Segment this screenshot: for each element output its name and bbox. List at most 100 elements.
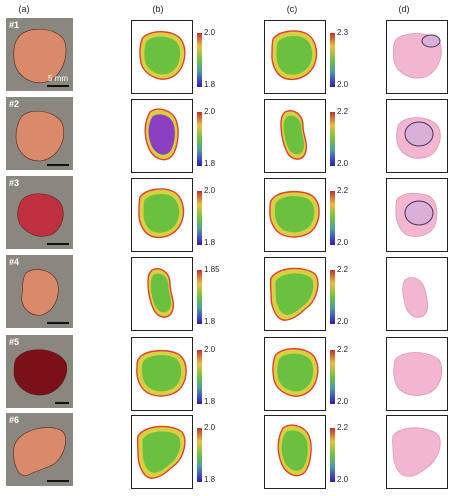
scale-bar — [47, 243, 69, 245]
sample-number: #3 — [9, 178, 20, 188]
map-c-panel — [264, 20, 326, 94]
colorbar-c-max-label: 2.2 — [337, 345, 349, 354]
map-c-panel — [264, 99, 326, 173]
tumor-outline — [421, 34, 441, 48]
colorbar-b-min-label: 1.8 — [204, 317, 216, 326]
he-stain-image — [392, 427, 441, 477]
map-core-region — [283, 115, 305, 155]
colorbar-c-max-label: 2.2 — [337, 265, 349, 274]
sample-number: #5 — [9, 337, 20, 347]
map-c-image — [272, 348, 319, 397]
colorbar-b — [197, 350, 202, 404]
tissue-specimen — [13, 349, 68, 396]
map-b-panel — [131, 337, 193, 411]
tissue-specimen — [21, 269, 59, 316]
tissue-photo: #2 — [6, 97, 73, 170]
column-label-a: (a) — [18, 4, 30, 14]
colorbar-b-max-label: 2.0 — [204, 107, 216, 116]
sample-number: #2 — [9, 99, 20, 109]
map-core-region — [274, 196, 315, 233]
scale-bar — [55, 402, 69, 404]
he-stain-panel — [386, 415, 448, 489]
colorbar-b — [197, 428, 202, 482]
he-stain-image — [402, 277, 429, 318]
colorbar-b — [197, 112, 202, 166]
colorbar-b-max-label: 2.0 — [204, 28, 216, 37]
colorbar-c-max-label: 2.2 — [337, 186, 349, 195]
colorbar-b-min-label: 1.8 — [204, 80, 216, 89]
colorbar-c-min-label: 2.0 — [337, 397, 349, 406]
he-stain-panel — [386, 20, 448, 94]
colorbar-b-min-label: 1.8 — [204, 397, 216, 406]
map-c-image — [277, 424, 312, 477]
map-core-region — [150, 273, 172, 313]
colorbar-c — [330, 428, 335, 482]
map-b-panel — [131, 415, 193, 489]
map-b-image — [136, 349, 187, 397]
map-b-panel — [131, 20, 193, 94]
colorbar-c-max-label: 2.2 — [337, 423, 349, 432]
tissue-specimen — [13, 427, 66, 476]
tissue-specimen — [13, 28, 67, 84]
map-c-image — [271, 30, 318, 81]
colorbar-b-max-label: 1.85 — [204, 265, 220, 274]
map-core-region — [141, 355, 182, 392]
scale-bar — [47, 322, 69, 324]
column-label-d: (d) — [398, 4, 410, 14]
he-stain-panel — [386, 257, 448, 331]
map-c-panel — [264, 337, 326, 411]
map-core-region — [281, 430, 308, 471]
map-c-panel — [264, 178, 326, 252]
sample-number: #4 — [9, 257, 20, 267]
colorbar-c — [330, 350, 335, 404]
he-tissue-section — [402, 277, 429, 318]
tissue-photo: #1 5 mm — [6, 18, 73, 91]
colorbar-b-max-label: 2.0 — [204, 345, 216, 354]
sample-number: #1 — [9, 20, 20, 30]
map-core-region — [275, 273, 314, 315]
scale-bar — [47, 85, 69, 87]
colorbar-b-min-label: 1.8 — [204, 238, 216, 247]
map-b-image — [147, 268, 175, 318]
map-b-panel — [131, 99, 193, 173]
tissue-photo: #3 — [6, 176, 73, 249]
tissue-photo: #6 — [6, 413, 73, 486]
sample-number: #6 — [9, 415, 20, 425]
scale-bar-label: 5 mm — [48, 74, 68, 83]
colorbar-c-min-label: 2.0 — [337, 159, 349, 168]
map-b-panel — [131, 178, 193, 252]
map-b-panel — [131, 257, 193, 331]
he-tissue-section — [392, 427, 441, 477]
colorbar-c-min-label: 2.0 — [337, 238, 349, 247]
map-b-image — [139, 31, 186, 80]
scale-bar — [47, 480, 69, 482]
tissue-photo-image — [15, 110, 64, 162]
colorbar-c-min-label: 2.0 — [337, 80, 349, 89]
map-b-image — [136, 425, 186, 479]
tissue-photo-image — [13, 427, 66, 476]
map-b-image — [144, 108, 179, 161]
tissue-photo: #4 — [6, 255, 73, 328]
map-core-region — [142, 431, 181, 473]
colorbar-b — [197, 33, 202, 87]
colorbar-c — [330, 191, 335, 245]
map-c-image — [280, 110, 308, 160]
colorbar-b-min-label: 1.8 — [204, 475, 216, 484]
tissue-photo: #5 — [6, 335, 73, 408]
map-core-region — [148, 114, 175, 155]
colorbar-c — [330, 270, 335, 324]
tissue-photo-image — [13, 28, 67, 84]
he-stain-panel — [386, 337, 448, 411]
colorbar-c-max-label: 2.2 — [337, 107, 349, 116]
scale-bar — [47, 164, 69, 166]
he-tissue-section — [393, 352, 443, 396]
colorbar-b-min-label: 1.8 — [204, 159, 216, 168]
column-label-b: (b) — [152, 4, 164, 14]
tumor-outline — [404, 121, 434, 147]
map-b-image — [138, 188, 185, 239]
map-c-panel — [264, 257, 326, 331]
colorbar-c — [330, 33, 335, 87]
tissue-photo-image — [21, 269, 59, 316]
tissue-photo-image — [13, 349, 68, 396]
he-stain-panel — [386, 99, 448, 173]
